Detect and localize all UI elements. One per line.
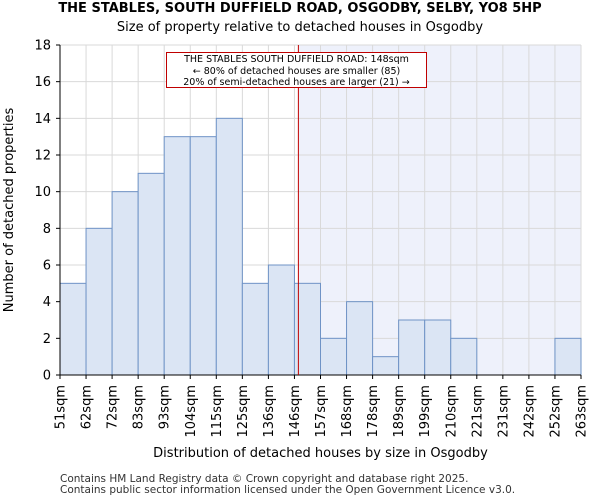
x-tick-label: 263sqm (575, 385, 590, 438)
bar-62sqm (85, 227, 113, 376)
bar-104sqm (189, 136, 217, 376)
x-tick-label: 189sqm (392, 385, 407, 438)
bar-125sqm (241, 282, 269, 376)
x-tick-label: 83sqm (132, 385, 147, 429)
bar-157sqm (320, 337, 348, 376)
bar-115sqm (215, 117, 243, 376)
x-tick-label: 221sqm (470, 385, 485, 438)
bar-51sqm (59, 282, 87, 376)
x-tick-label: 125sqm (236, 385, 251, 438)
x-tick-label: 104sqm (184, 385, 199, 438)
y-tick-label: 6 (43, 259, 51, 274)
x-tick-label: 168sqm (340, 385, 355, 438)
annotation-line-3: 20% of semi-detached houses are larger (… (183, 77, 410, 89)
y-tick-label: 4 (43, 295, 51, 310)
x-tick-label: 72sqm (106, 385, 121, 429)
x-tick-label: 231sqm (496, 385, 511, 438)
x-tick-label: 178sqm (366, 385, 381, 438)
chart-title: THE STABLES, SOUTH DUFFIELD ROAD, OSGODB… (58, 1, 542, 16)
x-tick-label: 199sqm (418, 385, 433, 438)
bar-210sqm (450, 337, 478, 376)
x-tick-label: 93sqm (158, 385, 173, 429)
footer-line-2: Contains public sector information licen… (60, 484, 516, 496)
x-tick-label: 51sqm (54, 385, 69, 429)
y-tick-label: 14 (34, 112, 51, 127)
x-tick-label: 157sqm (314, 385, 329, 438)
y-tick-label: 16 (34, 75, 51, 90)
x-tick-label: 242sqm (522, 385, 537, 438)
y-tick-label: 0 (43, 369, 51, 384)
property-annotation: THE STABLES SOUTH DUFFIELD ROAD: 148sqm … (166, 52, 427, 88)
bar-136sqm (267, 264, 295, 376)
x-axis-label: Distribution of detached houses by size … (153, 446, 488, 461)
bar-72sqm (111, 191, 139, 376)
x-tick-label: 136sqm (262, 385, 277, 438)
y-tick-label: 8 (43, 222, 51, 237)
bar-189sqm (398, 319, 426, 376)
chart-subtitle: Size of property relative to detached ho… (116, 20, 484, 35)
x-tick-label: 146sqm (288, 385, 303, 438)
bar-83sqm (137, 172, 165, 376)
y-axis-label: Number of detached properties (2, 108, 17, 313)
y-tick-label: 12 (34, 149, 51, 164)
bar-178sqm (372, 356, 400, 376)
x-tick-label: 210sqm (444, 385, 459, 438)
x-tick-label: 252sqm (548, 385, 563, 438)
bar-93sqm (163, 136, 191, 376)
bar-199sqm (424, 319, 452, 376)
y-tick-label: 18 (34, 39, 51, 54)
x-tick-label: 115sqm (210, 385, 225, 438)
bar-168sqm (346, 301, 374, 376)
bar-252sqm (554, 337, 582, 376)
footer-line-1: Contains HM Land Registry data © Crown c… (60, 473, 469, 485)
x-tick-label: 62sqm (80, 385, 95, 429)
annotation-line-1: THE STABLES SOUTH DUFFIELD ROAD: 148sqm (184, 54, 409, 65)
y-tick-label: 10 (34, 185, 51, 200)
annotation-line-2: ← 80% of detached houses are smaller (85… (192, 65, 401, 77)
y-tick-label: 2 (43, 332, 51, 347)
